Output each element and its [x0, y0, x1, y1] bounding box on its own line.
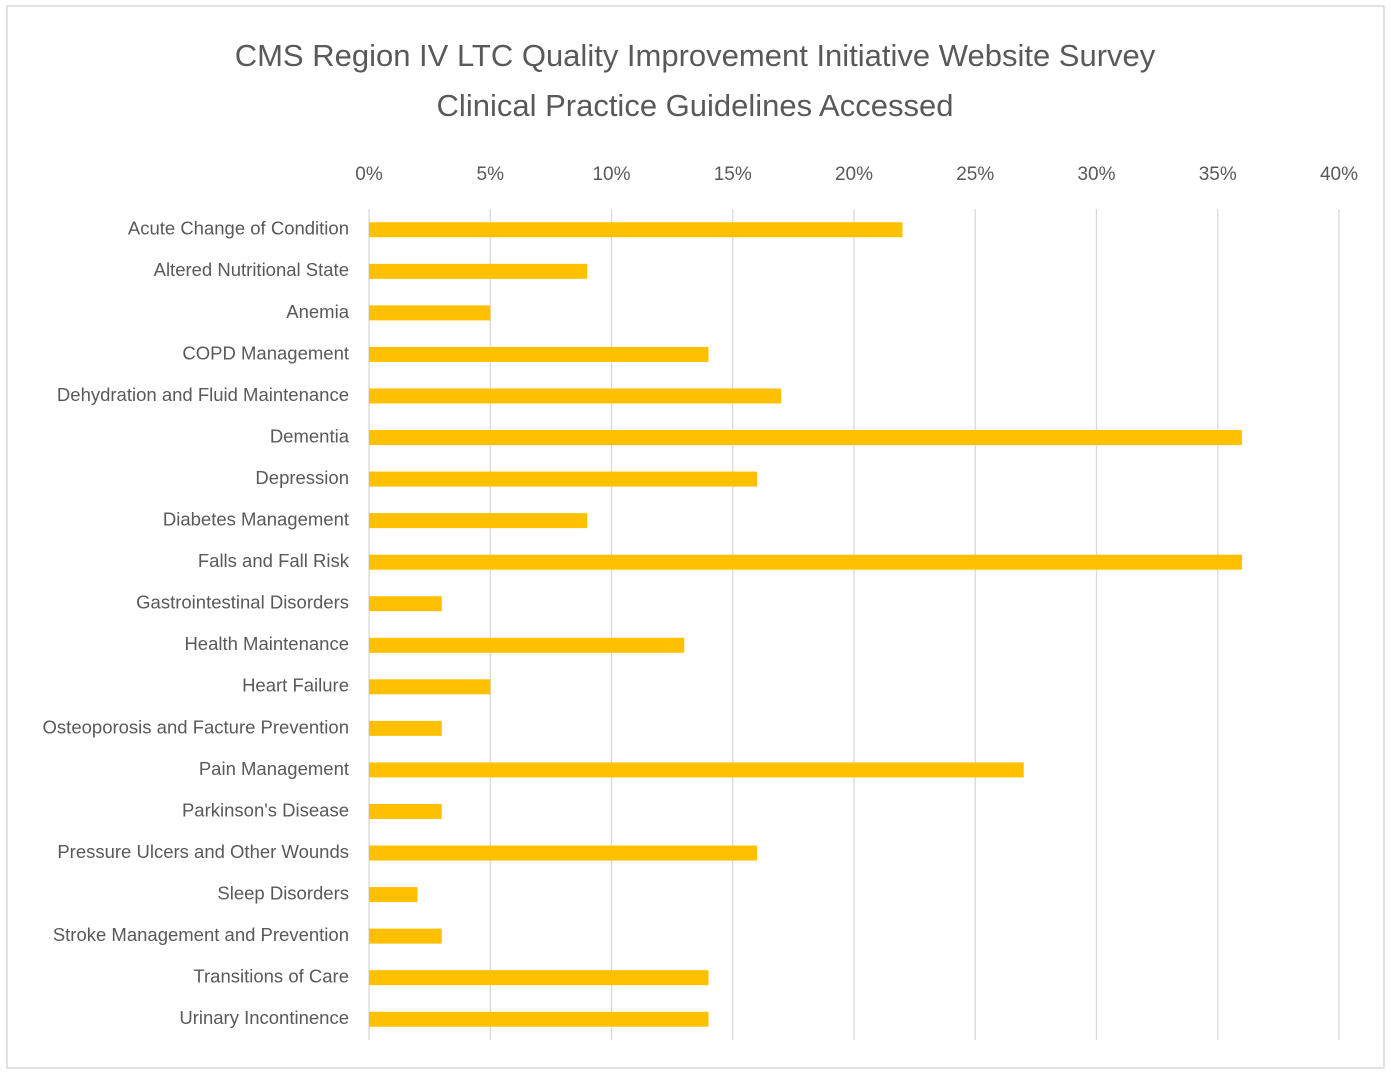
x-tick-label: 40% [1320, 164, 1358, 185]
bar [369, 1011, 709, 1027]
y-tick-label: Depression [255, 467, 349, 488]
y-tick-label: Sleep Disorders [217, 882, 349, 903]
bar [369, 887, 418, 903]
bar [369, 596, 442, 612]
y-tick-label: Acute Change of Condition [128, 218, 349, 239]
bar [369, 970, 709, 986]
x-tick-label: 30% [1077, 164, 1115, 185]
bar [369, 430, 1242, 446]
bar [369, 720, 442, 736]
bar [369, 928, 442, 944]
bar [369, 263, 588, 279]
y-tick-label: Transitions of Care [193, 966, 349, 987]
chart-subtitle: Clinical Practice Guidelines Accessed [437, 88, 954, 123]
y-tick-label: Parkinson's Disease [182, 799, 349, 820]
bar [369, 762, 1024, 778]
bar [369, 388, 782, 404]
bar [369, 845, 757, 861]
y-tick-label: Falls and Fall Risk [198, 550, 350, 571]
y-tick-label: Heart Failure [242, 675, 349, 696]
x-tick-label: 15% [714, 164, 752, 185]
y-tick-label: Dementia [270, 425, 350, 446]
x-tick-label: 0% [355, 164, 383, 185]
bar [369, 803, 442, 819]
y-tick-label: COPD Management [182, 342, 349, 363]
chart-title: CMS Region IV LTC Quality Improvement In… [235, 38, 1156, 73]
y-tick-label: Dehydration and Fluid Maintenance [57, 384, 349, 405]
x-tick-label: 5% [477, 164, 505, 185]
chart-border [6, 5, 1385, 1069]
y-tick-label: Pressure Ulcers and Other Wounds [57, 841, 349, 862]
bar [369, 222, 903, 238]
y-tick-label: Health Maintenance [184, 633, 349, 654]
y-tick-label: Altered Nutritional State [154, 259, 349, 280]
x-tick-label: 20% [835, 164, 873, 185]
y-tick-label: Anemia [286, 301, 349, 322]
bar [369, 637, 685, 653]
y-tick-label: Osteoporosis and Facture Prevention [43, 716, 349, 737]
y-tick-label: Pain Management [199, 758, 349, 779]
x-tick-label: 35% [1199, 164, 1237, 185]
bar [369, 513, 588, 529]
bar [369, 679, 491, 695]
x-tick-label: 25% [956, 164, 994, 185]
y-tick-label: Diabetes Management [163, 509, 349, 530]
x-tick-label: 10% [592, 164, 630, 185]
y-tick-label: Urinary Incontinence [179, 1007, 349, 1028]
bar [369, 346, 709, 362]
bar [369, 471, 757, 487]
bar [369, 554, 1242, 570]
y-tick-label: Gastrointestinal Disorders [136, 592, 349, 613]
y-tick-label: Stroke Management and Prevention [53, 924, 349, 945]
bar [369, 305, 491, 321]
